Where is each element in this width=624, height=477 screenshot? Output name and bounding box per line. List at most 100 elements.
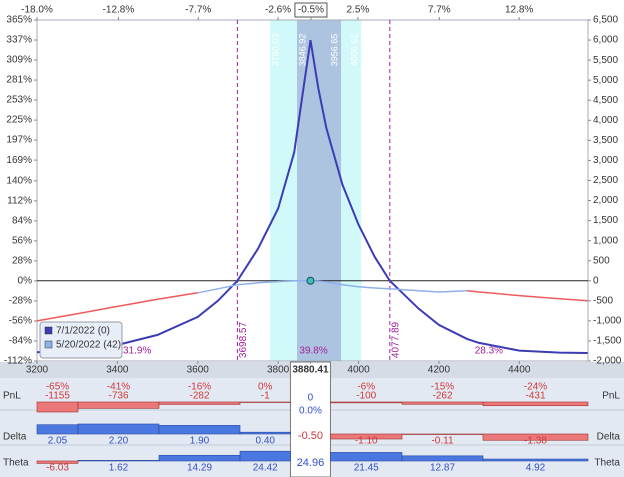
y2-tick-label: -112% bbox=[4, 356, 32, 367]
delta-value: 2.05 bbox=[48, 436, 68, 447]
y-tick-label: 2,500 bbox=[593, 175, 618, 186]
pnl-bar bbox=[77, 401, 160, 409]
pnl-value: -431 bbox=[525, 391, 545, 402]
pnl-pct: -16% bbox=[188, 382, 211, 393]
y-tick-label: -1,000 bbox=[593, 316, 622, 327]
pnl-pct: -41% bbox=[107, 382, 130, 393]
delta-value: -1.38 bbox=[524, 436, 547, 447]
legend-swatch bbox=[44, 326, 53, 335]
delta-bar bbox=[482, 433, 589, 441]
x-tick-label: 3800 bbox=[267, 365, 290, 376]
series-line bbox=[197, 280, 468, 294]
y-tick-label: -1,500 bbox=[593, 336, 622, 347]
row-label: PnL bbox=[3, 391, 21, 402]
y2-tick-label: -56% bbox=[9, 316, 32, 327]
row-label: Theta bbox=[3, 458, 29, 469]
y-tick-label: 3,500 bbox=[593, 135, 618, 146]
delta-value: -1.10 bbox=[355, 436, 378, 447]
y-tick-label: 6,500 bbox=[593, 15, 618, 26]
delta-bar bbox=[330, 433, 403, 440]
theta-bar bbox=[36, 460, 79, 464]
x2-tick-label: -18.0% bbox=[21, 5, 53, 16]
pnl-bar bbox=[36, 401, 79, 413]
y2-tick-label: 197% bbox=[6, 135, 32, 146]
delta-value: 2.20 bbox=[109, 436, 129, 447]
delta-bar bbox=[77, 423, 160, 435]
delta-bar bbox=[239, 431, 291, 435]
probability-label: 28.3% bbox=[475, 346, 503, 357]
x2-tick-label: 12.8% bbox=[505, 5, 533, 16]
x-tick-label: 4400 bbox=[508, 365, 531, 376]
band-label: 3846.92 bbox=[297, 34, 307, 67]
theta-value: 12.87 bbox=[430, 463, 455, 474]
y2-tick-label: -84% bbox=[9, 336, 32, 347]
pnl-pct: 0.0% bbox=[299, 406, 322, 417]
pnl-value: -1 bbox=[261, 391, 270, 402]
pnl-pct: -15% bbox=[431, 382, 454, 393]
pnl-pct: -65% bbox=[46, 382, 69, 393]
y2-tick-label: 365% bbox=[6, 15, 32, 26]
pnl-value: -1155 bbox=[45, 391, 70, 402]
x2-tick-label: 7.7% bbox=[428, 5, 451, 16]
legend bbox=[39, 321, 123, 359]
pnl-value: 0 bbox=[308, 393, 314, 404]
y-tick-label: 1,000 bbox=[593, 235, 618, 246]
theta-value: -6.03 bbox=[46, 463, 69, 474]
x-tick-label: 3200 bbox=[26, 365, 49, 376]
row-label: Theta bbox=[594, 458, 620, 469]
x2-tick-label: -7.7% bbox=[185, 5, 211, 16]
x2-tick-label: 2.5% bbox=[346, 5, 369, 16]
y-tick-label: 5,000 bbox=[593, 75, 618, 86]
theta-value: 1.62 bbox=[109, 463, 129, 474]
band-label: 3956.65 bbox=[329, 34, 339, 67]
y2-tick-label: 84% bbox=[12, 216, 32, 227]
y-tick-label: 6,000 bbox=[593, 35, 618, 46]
spot-marker bbox=[306, 276, 315, 285]
band-label: 4006.61 bbox=[350, 34, 360, 67]
y2-tick-label: 0% bbox=[18, 276, 33, 287]
y-tick-label: 5,500 bbox=[593, 55, 618, 66]
theta-value: 21.45 bbox=[354, 463, 379, 474]
x-tick-label: 4200 bbox=[428, 365, 451, 376]
y-tick-label: 500 bbox=[593, 255, 610, 266]
delta-bar bbox=[401, 433, 484, 435]
y2-tick-label: 169% bbox=[6, 155, 32, 166]
theta-value: 4.92 bbox=[526, 463, 546, 474]
series-line bbox=[36, 290, 588, 322]
delta-value: 0.40 bbox=[255, 436, 275, 447]
center-column bbox=[289, 361, 331, 477]
y2-tick-label: 337% bbox=[6, 35, 32, 46]
breakeven-label: 4077.89 bbox=[390, 321, 401, 358]
pnl-pct: -6% bbox=[357, 382, 375, 393]
band-label: 3780.03 bbox=[270, 34, 280, 67]
row-label: Delta bbox=[3, 432, 27, 443]
y-tick-label: 4,000 bbox=[593, 115, 618, 126]
y-tick-label: -500 bbox=[593, 295, 613, 306]
x-tick-label: 3400 bbox=[106, 365, 129, 376]
pnl-pct: 0% bbox=[258, 382, 273, 393]
delta-bar bbox=[36, 424, 79, 435]
row-label: Delta bbox=[597, 432, 621, 443]
pnl-bar bbox=[401, 401, 484, 405]
y2-tick-label: -28% bbox=[9, 296, 32, 307]
y2-tick-label: 281% bbox=[6, 75, 32, 86]
pnl-value: -262 bbox=[432, 391, 452, 402]
y2-tick-label: 112% bbox=[7, 196, 32, 207]
y2-tick-label: 225% bbox=[6, 115, 32, 126]
delta-bar bbox=[158, 425, 241, 435]
legend-label: 5/20/2022 (42) bbox=[56, 340, 121, 351]
y2-tick-label: 140% bbox=[6, 175, 32, 186]
legend-label: 7/1/2022 (0) bbox=[56, 326, 110, 337]
theta-bar bbox=[482, 458, 589, 462]
y2-tick-label: 28% bbox=[12, 256, 32, 267]
probability-label: 31.9% bbox=[123, 346, 151, 357]
y-tick-label: -2,000 bbox=[593, 356, 622, 367]
x2-tick-label: -12.8% bbox=[103, 5, 135, 16]
y-tick-label: 0 bbox=[593, 275, 599, 286]
series-line bbox=[36, 39, 588, 354]
pnl-value: -736 bbox=[108, 391, 128, 402]
theta-bar bbox=[77, 460, 160, 462]
y-tick-label: 1,500 bbox=[593, 215, 618, 226]
probability-label: 39.8% bbox=[299, 346, 327, 357]
